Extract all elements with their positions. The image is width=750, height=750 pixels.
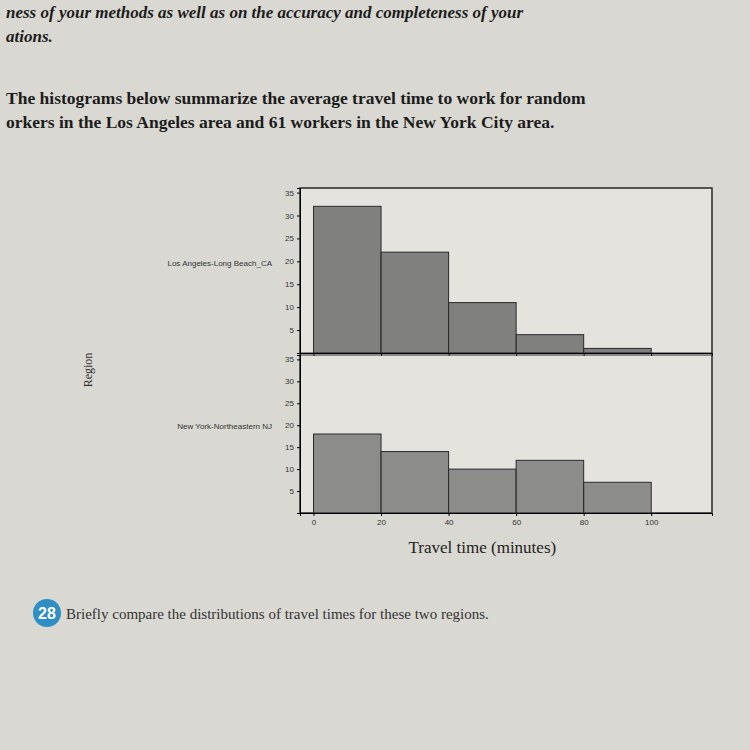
y-tick: 35 [285,355,300,364]
x-tick-label: 100 [645,518,659,527]
bars [314,206,652,353]
y-tick-label: 5 [290,487,295,496]
y-tick: 5 [290,326,300,335]
histogram-bar [314,434,382,513]
x-tick: 20 [377,513,386,527]
y-tick-label: 15 [285,443,294,452]
question-badge [33,599,61,627]
y-tick-mark [297,216,300,217]
y-tick: 30 [285,212,300,221]
y-tick: 5 [290,487,300,496]
y-tick-mark [297,307,300,308]
x-tick: 100 [645,513,659,527]
question-text: Briefly compare the distributions of tra… [66,606,489,622]
y-tick-mark [297,284,300,285]
y-tick: 15 [285,280,300,289]
y-tick-mark [297,491,300,492]
histogram-bar [449,303,517,353]
y-tick: 30 [285,377,300,386]
y-tick: 20 [285,257,300,266]
x-tick: 60 [512,513,521,527]
panel: 5 10 15 20 25 30 35 0 20 40 60 80 100 [285,355,712,527]
header-line: ations. [6,27,53,46]
y-tick-mark [297,447,300,448]
histogram-bar [584,482,652,513]
page: ness of your methods as well as on the a… [0,0,750,750]
y-tick-label: 5 [290,326,295,335]
region-label: New York-Northeastern NJ [177,422,272,431]
y-tick: 15 [285,443,300,452]
plot-frame [300,188,712,513]
region-label: Los Angeles-Long Beach_CA [167,259,272,268]
x-tick-label: 0 [312,518,317,527]
y-tick-label: 10 [285,465,294,474]
y-tick-mark [297,193,300,194]
x-tick-mark [651,513,652,516]
histogram-bar [314,206,382,353]
intro-line: The histograms below summarize the avera… [6,88,586,108]
histogram-bar [381,452,449,513]
histogram-bar [516,460,584,513]
histogram-bar [516,335,584,353]
y-tick-mark [297,359,300,360]
y-tick-label: 35 [285,355,294,364]
x-tick: 0 [312,513,317,527]
y-tick-label: 20 [285,257,294,266]
y-tick-mark [297,261,300,262]
x-tick-label: 20 [377,518,386,527]
y-tick-label: 25 [285,399,294,408]
y-tick-mark [297,381,300,382]
y-axis-title: Region [81,353,95,388]
x-tick-label: 40 [445,518,454,527]
y-tick: 25 [285,399,300,408]
y-tick: 10 [285,465,300,474]
x-tick-mark [314,513,315,516]
y-tick-mark [297,425,300,426]
y-axis-line [297,356,301,514]
bars [314,434,652,513]
histogram-bar [381,252,449,353]
panel-frame [300,355,712,513]
panel: 5 10 15 20 25 30 35 [285,188,712,356]
y-tick-mark [297,403,300,404]
y-tick-mark [297,330,300,331]
y-tick-label: 20 [285,421,294,430]
question-number: 28 [38,605,56,622]
y-tick-label: 10 [285,303,294,312]
y-tick-mark [297,238,300,239]
y-tick: 25 [285,234,300,243]
x-axis-line [301,514,713,517]
y-tick-label: 25 [285,234,294,243]
y-axis: 5 10 15 20 25 30 35 [285,189,300,354]
y-tick-label: 30 [285,212,294,221]
x-tick-mark [516,513,517,516]
x-tick: 40 [445,513,454,527]
x-tick: 80 [580,513,589,527]
y-axis: 5 10 15 20 25 30 35 [285,355,300,513]
y-tick: 10 [285,303,300,312]
x-tick-label: 60 [512,518,521,527]
x-axis: 0 20 40 60 80 100 [301,513,713,527]
y-tick-label: 30 [285,377,294,386]
x-tick-label: 80 [580,518,589,527]
panel-frame [300,188,712,353]
histogram-bar [584,348,652,353]
x-tick-mark [584,513,585,516]
intro-line: orkers in the Los Angeles area and 61 wo… [6,112,554,132]
y-tick: 35 [285,189,300,198]
header-line: ness of your methods as well as on the a… [6,3,523,22]
histogram-bar [449,469,517,513]
y-axis-line [297,189,301,354]
y-tick-label: 15 [285,280,294,289]
x-tick-mark [449,513,450,516]
y-tick-label: 35 [285,189,294,198]
y-tick-mark [297,469,300,470]
y-tick: 20 [285,421,300,430]
x-tick-mark [381,513,382,516]
x-axis-title: Travel time (minutes) [409,538,557,557]
